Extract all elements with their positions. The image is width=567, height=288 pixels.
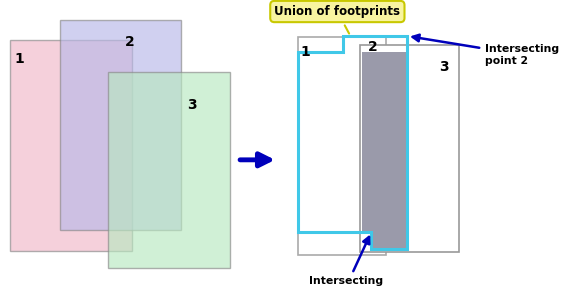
Text: Union of footprints: Union of footprints — [274, 5, 400, 33]
Text: 3: 3 — [439, 60, 449, 75]
Bar — [298, 37, 386, 255]
Polygon shape — [362, 52, 407, 249]
Bar — [60, 20, 181, 230]
Text: 1: 1 — [14, 52, 24, 66]
Text: 2: 2 — [125, 35, 134, 49]
Bar — [108, 72, 230, 268]
Text: 2: 2 — [367, 40, 377, 54]
Text: Intersecting
point 1: Intersecting point 1 — [309, 237, 383, 288]
Bar — [360, 45, 459, 252]
Bar — [10, 40, 132, 251]
Text: Intersecting
point 2: Intersecting point 2 — [413, 35, 559, 65]
Text: 3: 3 — [187, 98, 197, 112]
Text: 1: 1 — [301, 45, 310, 59]
